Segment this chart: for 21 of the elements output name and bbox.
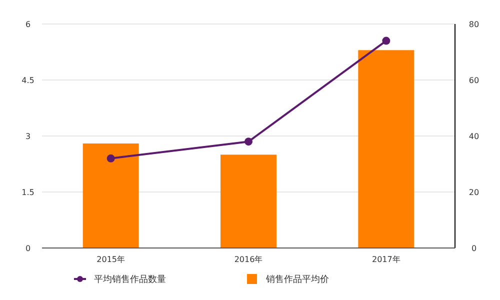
point (244, 138, 252, 146)
y2-tick-label: 20 (468, 188, 480, 197)
legend-label: 销售作品平均价 (265, 274, 329, 285)
bar (82, 143, 139, 248)
bar (220, 154, 276, 248)
y-tick-label: 6 (25, 20, 31, 29)
y2-tick-label: 40 (468, 132, 480, 141)
x-tick-label: 2016年 (234, 255, 263, 264)
point (382, 36, 390, 45)
bar (358, 50, 414, 248)
y-tick-label: 4.5 (22, 76, 34, 85)
y2-tick-label: 80 (468, 20, 480, 29)
y2-tick-label: 60 (468, 76, 480, 85)
legend-label: 平均销售作品数量 (94, 274, 166, 285)
y-tick-label: 1.5 (22, 188, 34, 197)
y-tick-label: 3 (25, 132, 31, 141)
point (106, 154, 115, 162)
x-tick-label: 2017年 (372, 255, 400, 264)
y-tick-label: 0 (25, 244, 31, 253)
y2-tick-label: 0 (471, 244, 477, 253)
x-tick-label: 2015年 (96, 255, 126, 264)
